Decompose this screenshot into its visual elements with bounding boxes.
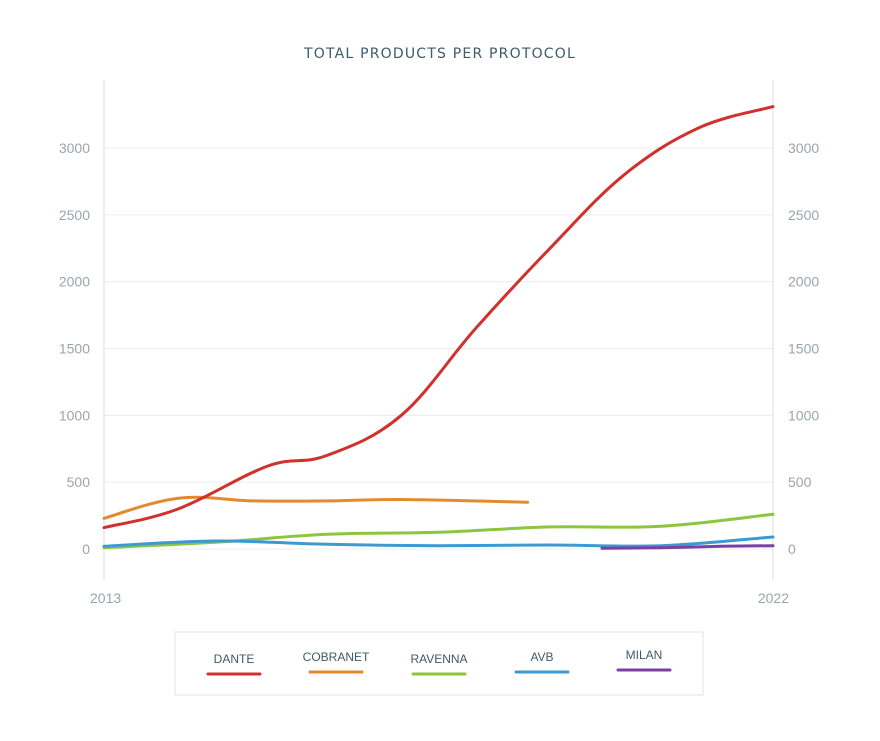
y-tick-right-500: 500 <box>788 474 812 490</box>
chart-title: TOTAL PRODUCTS PER PROTOCOL <box>303 46 576 62</box>
gridlines <box>104 147 773 550</box>
legend: DANTE COBRANET RAVENNA AVB MILAN <box>174 631 704 696</box>
y-tick-right-1000: 1000 <box>788 407 819 423</box>
y-tick-right-3000: 3000 <box>788 140 819 156</box>
legend-label-milan: MILAN <box>626 648 663 662</box>
x-tick-2022: 2022 <box>758 590 789 606</box>
legend-box <box>174 631 704 696</box>
y-tick-left-1500: 1500 <box>59 341 90 357</box>
legend-label-ravenna: RAVENNA <box>410 652 467 666</box>
y-tick-left-2000: 2000 <box>59 274 90 290</box>
y-tick-right-0: 0 <box>788 541 796 557</box>
series-line-avb <box>102 535 775 548</box>
y-tick-right-1500: 1500 <box>788 341 819 357</box>
series-line-dante <box>102 105 775 530</box>
legend-label-avb: AVB <box>530 650 553 664</box>
legend-label-cobranet: COBRANET <box>303 650 370 664</box>
series-lines <box>102 105 775 550</box>
y-tick-right-2500: 2500 <box>788 207 819 223</box>
x-tick-2013: 2013 <box>90 590 121 606</box>
y-tick-left-500: 500 <box>67 474 91 490</box>
y-tick-right-2000: 2000 <box>788 274 819 290</box>
y-tick-left-0: 0 <box>82 541 90 557</box>
series-line-cobranet <box>102 495 530 520</box>
y-tick-left-1000: 1000 <box>59 407 90 423</box>
y-tick-left-2500: 2500 <box>59 207 90 223</box>
y-tick-left-3000: 3000 <box>59 140 90 156</box>
series-line-milan <box>600 544 775 550</box>
axis-ticks: 0 0 500 500 1000 1000 1500 1500 2000 2000 2500 2500… <box>59 140 820 606</box>
legend-label-dante: DANTE <box>214 652 255 666</box>
